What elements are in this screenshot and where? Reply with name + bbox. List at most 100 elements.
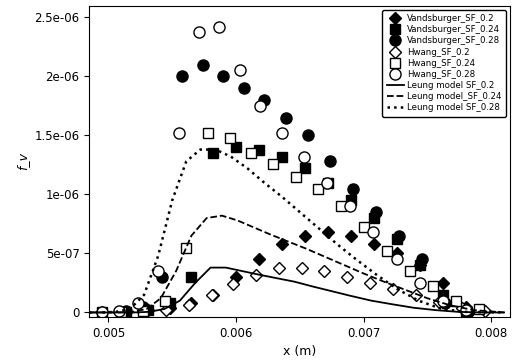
Leung model SF_0.28 [183, 159, 189, 163]
Hwang_SF_0.28 [440, 298, 446, 303]
Leung model_SF_0.24 [501, 310, 507, 314]
Vandsburger_SF_0.24 [188, 275, 195, 279]
Vandsburger_SF_0.24 [145, 308, 151, 312]
Hwang_SF_0.24 [293, 174, 299, 179]
Hwang_SF_0.28 [417, 281, 423, 285]
Leung model SF_0.2 [162, 307, 168, 311]
Leung model_SF_0.24 [130, 310, 136, 314]
Hwang_SF_0.2 [413, 293, 419, 297]
Leung model SF_0.28 [113, 310, 119, 314]
Hwang_SF_0.24 [227, 135, 233, 140]
Leung model_SF_0.24 [173, 269, 179, 273]
Leung model SF_0.28 [439, 307, 445, 311]
Hwang_SF_0.24 [337, 204, 344, 209]
Hwang_SF_0.24 [383, 249, 390, 253]
Vandsburger_SF_0.2 [463, 304, 469, 309]
Vandsburger_SF_0.24 [417, 263, 423, 268]
Leung model_SF_0.24 [322, 255, 329, 259]
Vandsburger_SF_0.28 [140, 304, 146, 309]
Hwang_SF_0.2 [163, 308, 169, 312]
Hwang_SF_0.24 [270, 162, 276, 166]
Vandsburger_SF_0.24 [167, 301, 173, 305]
Leung model SF_0.2 [410, 305, 416, 310]
Hwang_SF_0.2 [299, 265, 305, 270]
Vandsburger_SF_0.2 [188, 301, 195, 305]
Leung model SF_0.2 [239, 269, 246, 273]
Vandsburger_SF_0.28 [200, 62, 206, 67]
Hwang_SF_0.24 [429, 284, 436, 289]
Hwang_SF_0.2 [482, 309, 488, 313]
Vandsburger_SF_0.28 [159, 275, 165, 279]
Leung model SF_0.2 [389, 302, 395, 306]
Leung model SF_0.28 [501, 310, 507, 314]
Hwang_SF_0.2 [390, 287, 396, 291]
Vandsburger_SF_0.28 [123, 309, 130, 313]
Hwang_SF_0.2 [459, 305, 465, 310]
Leung model SF_0.2 [116, 310, 122, 314]
Leung model SF_0.28 [334, 242, 340, 246]
Leung model SF_0.28 [86, 310, 92, 314]
Vandsburger_SF_0.28 [220, 74, 227, 79]
Vandsburger_SF_0.2 [210, 293, 216, 297]
Hwang_SF_0.28 [301, 154, 307, 159]
Hwang_SF_0.28 [116, 309, 122, 313]
Hwang_SF_0.28 [347, 204, 353, 209]
Hwang_SF_0.2 [367, 281, 373, 285]
Vandsburger_SF_0.2 [417, 263, 423, 268]
Leung model SF_0.2 [348, 294, 354, 298]
Vandsburger_SF_0.2 [302, 234, 308, 238]
Leung model SF_0.28 [127, 307, 133, 311]
Leung model SF_0.28 [228, 154, 234, 159]
Leung model_SF_0.24 [402, 288, 409, 292]
Leung model_SF_0.24 [361, 271, 367, 276]
Vandsburger_SF_0.2 [145, 308, 151, 312]
Leung model_SF_0.24 [267, 232, 273, 237]
Line: Vandsburger_SF_0.28: Vandsburger_SF_0.28 [121, 59, 474, 318]
Leung model SF_0.2 [501, 310, 507, 314]
Leung model SF_0.28 [245, 166, 251, 171]
Leung model SF_0.2 [207, 265, 214, 270]
Leung model_SF_0.24 [143, 307, 150, 311]
Hwang_SF_0.24 [183, 245, 189, 250]
Vandsburger_SF_0.28 [261, 98, 267, 102]
Line: Hwang_SF_0.2: Hwang_SF_0.2 [98, 264, 489, 317]
Hwang_SF_0.28 [196, 29, 202, 34]
Hwang_SF_0.24 [118, 310, 124, 314]
Hwang_SF_0.24 [99, 310, 105, 314]
Vandsburger_SF_0.2 [233, 275, 239, 279]
Leung model_SF_0.24 [114, 310, 120, 314]
Leung model_SF_0.24 [204, 216, 210, 220]
Vandsburger_SF_0.2 [167, 305, 173, 310]
Line: Hwang_SF_0.24: Hwang_SF_0.24 [97, 128, 483, 317]
Vandsburger_SF_0.24 [210, 151, 216, 155]
Leung model_SF_0.24 [219, 213, 225, 218]
Vandsburger_SF_0.24 [440, 293, 446, 297]
Leung model SF_0.2 [192, 281, 198, 285]
Leung model_SF_0.24 [158, 296, 164, 300]
Hwang_SF_0.28 [369, 230, 376, 234]
Leung model SF_0.28 [279, 195, 285, 199]
Line: Leung model SF_0.28: Leung model SF_0.28 [89, 150, 504, 312]
Hwang_SF_0.24 [361, 225, 367, 230]
Vandsburger_SF_0.2 [440, 281, 446, 285]
Leung model SF_0.2 [223, 265, 229, 270]
Leung model SF_0.28 [394, 287, 400, 291]
Leung model SF_0.28 [374, 273, 380, 277]
Hwang_SF_0.28 [324, 181, 330, 185]
Hwang_SF_0.24 [407, 269, 413, 273]
Hwang_SF_0.28 [155, 269, 162, 273]
Line: Leung model SF_0.2: Leung model SF_0.2 [89, 268, 504, 312]
Leung model SF_0.28 [415, 298, 422, 303]
Leung model SF_0.28 [155, 254, 162, 258]
Leung model SF_0.28 [99, 310, 105, 314]
Hwang_SF_0.24 [475, 307, 481, 311]
Hwang_SF_0.24 [140, 309, 146, 313]
Leung model_SF_0.24 [471, 308, 477, 312]
Leung model SF_0.28 [315, 225, 321, 230]
Vandsburger_SF_0.24 [233, 145, 239, 149]
Vandsburger_SF_0.24 [256, 147, 262, 152]
Vandsburger_SF_0.2 [256, 257, 262, 261]
Hwang_SF_0.2 [231, 282, 237, 286]
Leung model SF_0.28 [353, 257, 359, 261]
Leung model SF_0.28 [141, 293, 147, 297]
